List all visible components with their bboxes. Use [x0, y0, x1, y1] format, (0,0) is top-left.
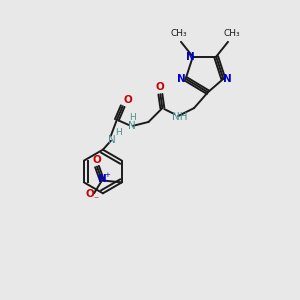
Text: N: N — [223, 74, 232, 84]
Text: H: H — [129, 113, 136, 122]
Text: O: O — [93, 154, 101, 165]
Text: O: O — [155, 82, 164, 92]
Text: +: + — [104, 172, 110, 178]
Text: O: O — [123, 95, 132, 105]
Text: O: O — [86, 189, 94, 199]
Text: ⁻: ⁻ — [94, 195, 99, 205]
Text: N: N — [98, 174, 106, 184]
Text: CH₃: CH₃ — [224, 29, 240, 38]
Text: H: H — [116, 128, 122, 137]
Text: NH: NH — [172, 112, 188, 122]
Text: N: N — [128, 121, 136, 131]
Text: N: N — [177, 74, 186, 84]
Text: CH₃: CH₃ — [171, 29, 187, 38]
Text: N: N — [108, 135, 116, 145]
Text: N: N — [187, 52, 195, 62]
